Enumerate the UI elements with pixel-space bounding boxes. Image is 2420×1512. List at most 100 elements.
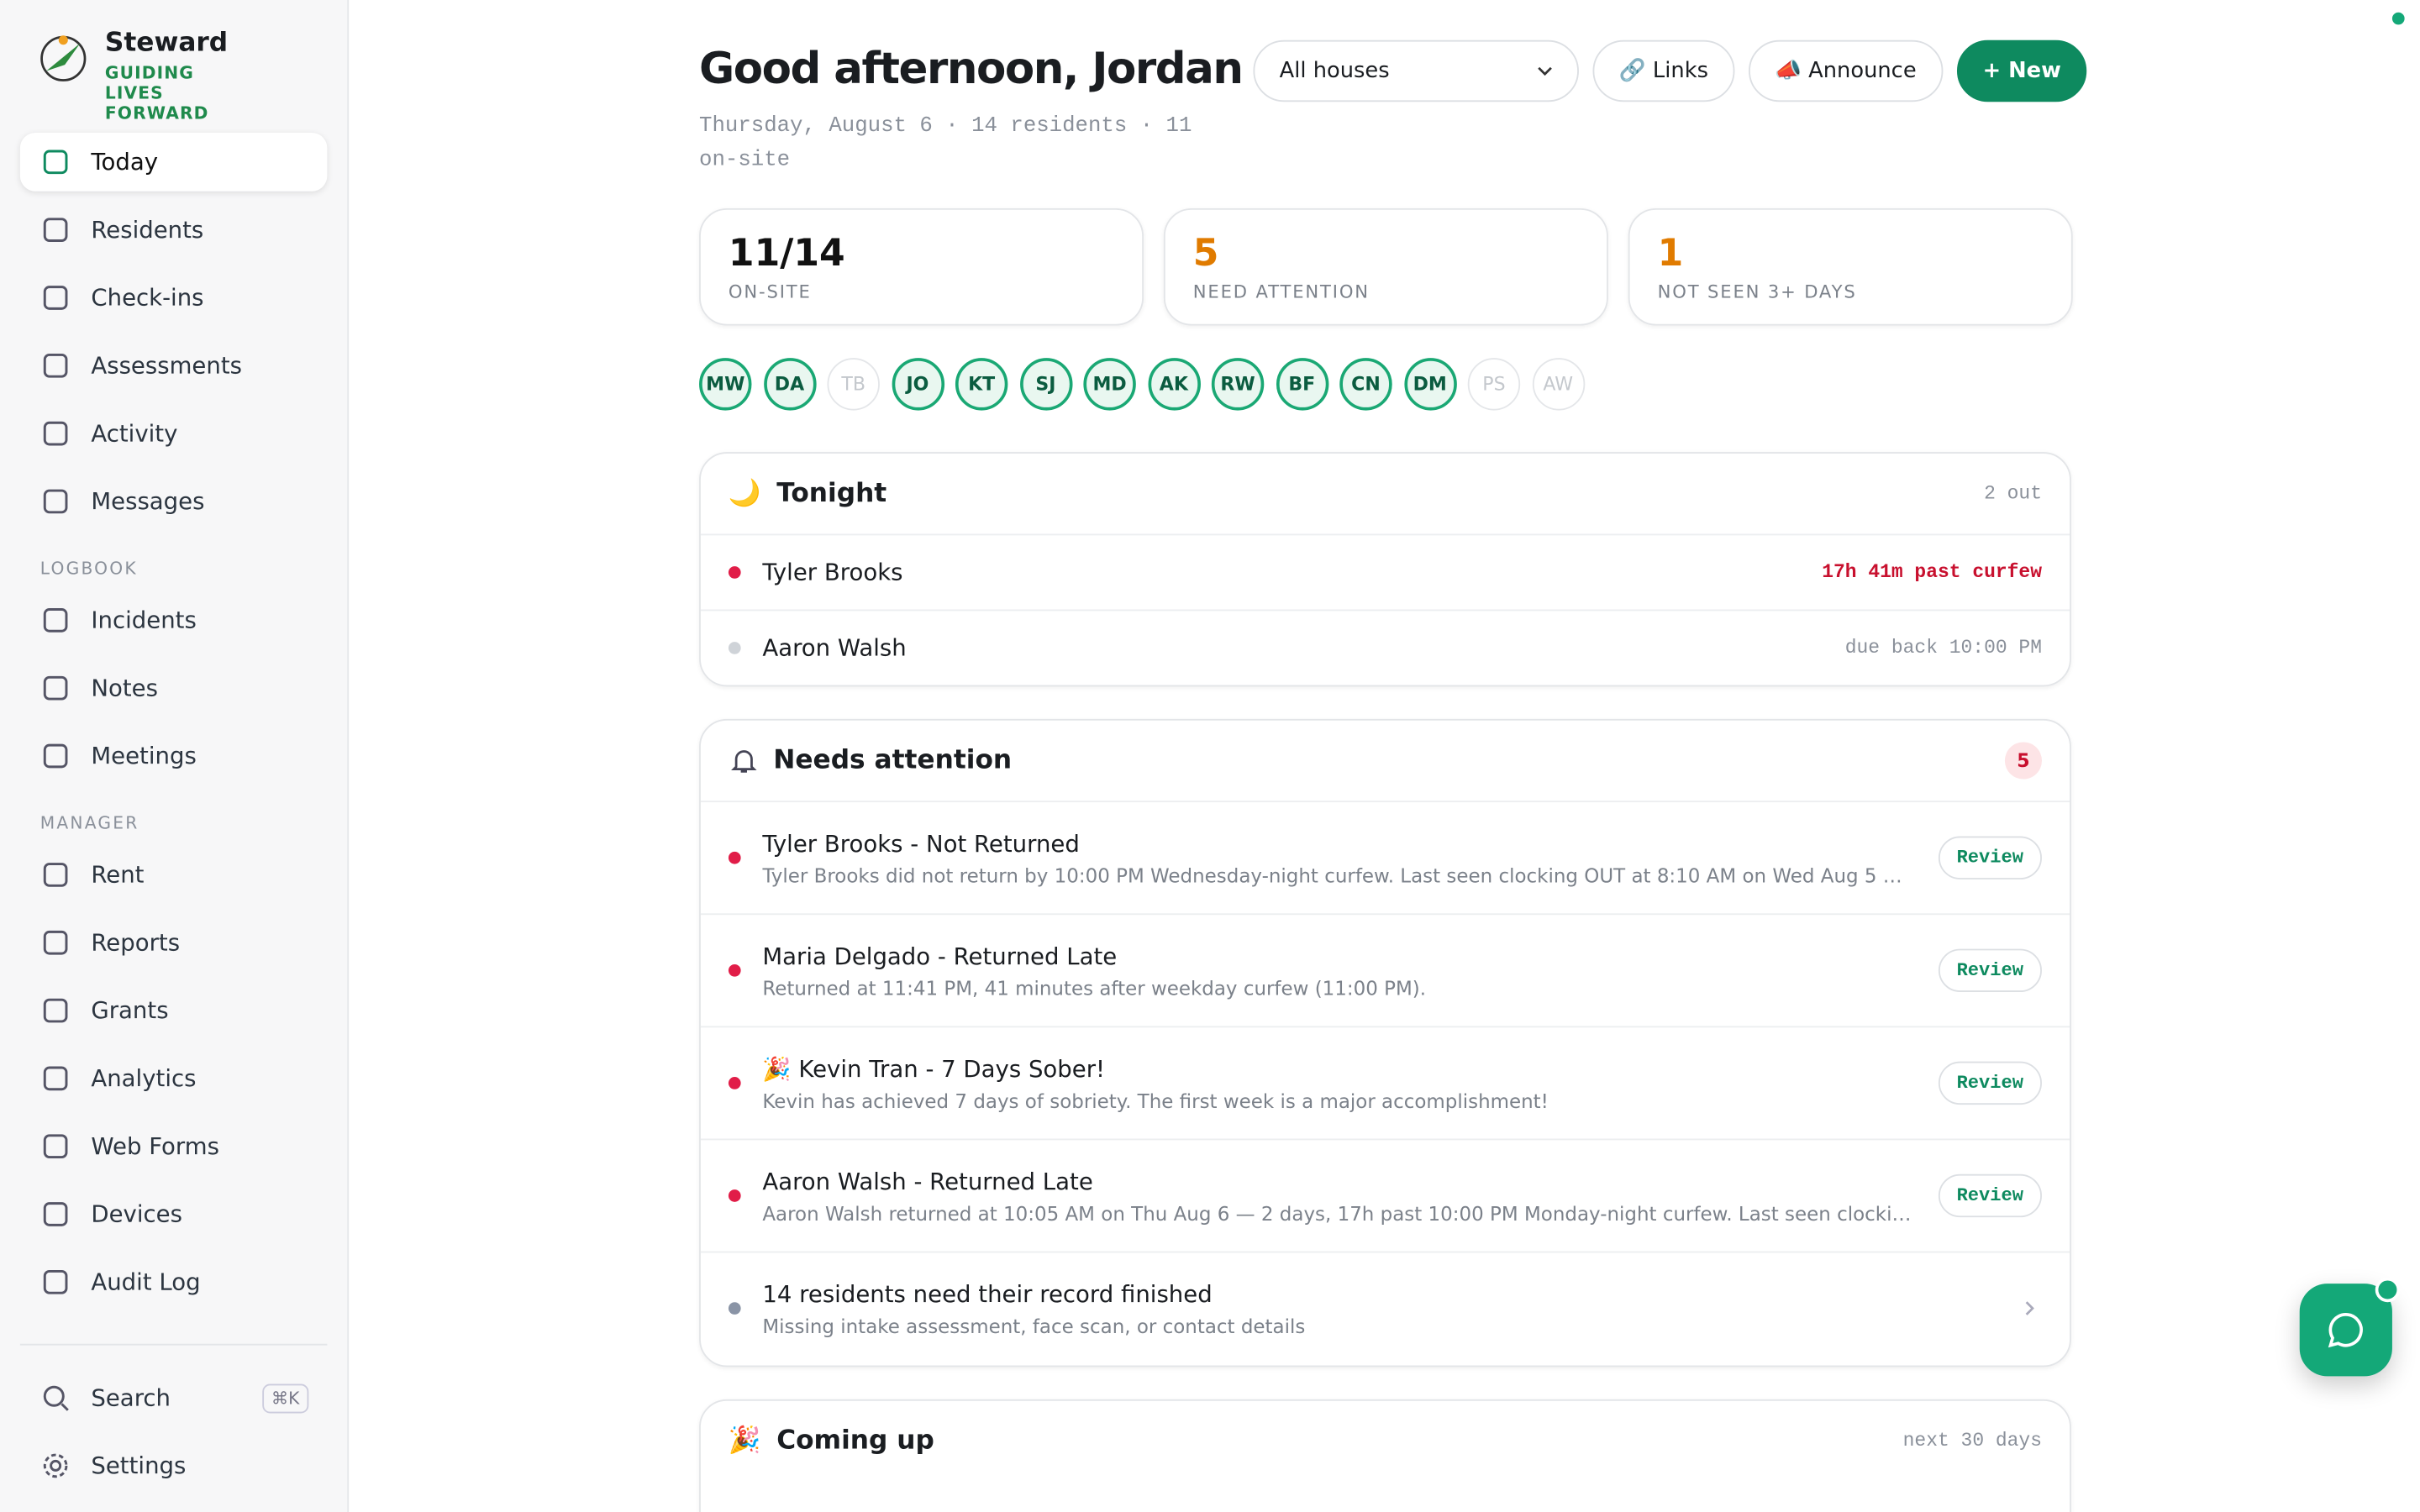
nav-label: Activity <box>91 419 178 448</box>
chat-indicator <box>2375 1277 2401 1303</box>
review-button[interactable]: Review <box>1938 1061 2042 1105</box>
avatar[interactable]: PS <box>1467 358 1521 411</box>
nav-item[interactable]: Check-ins <box>20 269 328 328</box>
nav-label: Messages <box>91 487 205 516</box>
nav-label: Reports <box>91 928 181 957</box>
attention-text: Maria Delgado - Returned Late Returned at… <box>762 942 1916 999</box>
nav-item[interactable]: Residents <box>20 201 328 260</box>
house-select-label: All houses <box>1279 58 1390 84</box>
avatar[interactable]: AW <box>1531 358 1585 411</box>
attention-row[interactable]: 🎉 Kevin Tran - 7 Days Sober! Kevin has ac… <box>700 1026 2070 1138</box>
summary-row[interactable]: 14 residents need their record finished M… <box>700 1251 2070 1364</box>
status-dot <box>2391 12 2405 25</box>
nav-label: Today <box>91 148 159 176</box>
nav-item[interactable]: Incidents <box>20 591 328 649</box>
nav-label: Audit Log <box>91 1268 201 1296</box>
stat-value: 5 <box>1192 231 1219 275</box>
nav-item[interactable]: Activity <box>20 404 328 463</box>
tonight-row[interactable]: Aaron Walsh due back 10:00 PM <box>700 609 2070 685</box>
logo <box>40 35 87 81</box>
nav-label: Grants <box>91 996 169 1025</box>
nav-label: Incidents <box>91 606 197 634</box>
resident-name: Tyler Brooks <box>762 558 903 586</box>
avatar[interactable]: TB <box>827 358 880 411</box>
nav-item[interactable]: Audit Log <box>20 1252 328 1311</box>
brand-name: Steward <box>104 28 229 59</box>
avatar[interactable]: KT <box>955 358 1008 411</box>
chat-button[interactable] <box>2299 1284 2392 1377</box>
review-button[interactable]: Review <box>1938 836 2042 879</box>
status-dot <box>728 1302 741 1315</box>
avatar[interactable]: AK <box>1147 358 1201 411</box>
attention-title: Maria Delgado - Returned Late <box>762 942 1118 970</box>
summary-text: 14 residents need their record finished M… <box>762 1280 2002 1337</box>
nav-label: Check-ins <box>91 283 204 312</box>
attention-title: 🎉 Kevin Tran - 7 Days Sober! <box>762 1054 1106 1083</box>
nav-label: Devices <box>91 1200 182 1229</box>
attention-title: Aaron Walsh - Returned Late <box>762 1167 1093 1195</box>
avatar[interactable]: SJ <box>1019 358 1072 411</box>
nav-label: Meetings <box>91 742 197 770</box>
stat-card: 11/14 ON-SITE <box>699 207 1144 326</box>
stat-label: NEED ATTENTION <box>1192 281 1370 302</box>
brand: Steward GUIDING LIVES FORWARD <box>0 0 347 133</box>
nav-item[interactable]: Grants <box>20 981 328 1040</box>
nav-item[interactable]: Today <box>19 132 328 192</box>
stat-value: 1 <box>1657 231 1684 275</box>
resident-name: Aaron Walsh <box>762 633 907 662</box>
curfew-status: due back 10:00 PM <box>1844 637 2042 659</box>
avatar[interactable]: MD <box>1083 358 1136 411</box>
avatar[interactable]: RW <box>1211 358 1265 411</box>
nav-item[interactable]: Reports <box>20 913 328 972</box>
attention-text: 🎉 Kevin Tran - 7 Days Sober! Kevin has ac… <box>762 1054 1916 1111</box>
search[interactable]: Search ⌘K <box>20 1368 328 1427</box>
nav-item[interactable]: Meetings <box>20 727 328 785</box>
summary-detail: Missing intake assessment, face scan, or… <box>762 1313 1306 1337</box>
nav-item[interactable]: Assessments <box>20 336 328 395</box>
header-button[interactable]: 📣 Announce <box>1748 39 1943 102</box>
stat-card: 1 NOT SEEN 3+ DAYS <box>1628 207 2073 326</box>
tonight-row[interactable]: Tyler Brooks 17h 41m past curfew <box>700 533 2070 610</box>
avatar[interactable]: DM <box>1403 358 1456 411</box>
nav-item[interactable]: Web Forms <box>20 1117 328 1176</box>
status-dot <box>728 642 741 654</box>
nav-item[interactable]: Analytics <box>20 1049 328 1108</box>
attention-row[interactable]: Maria Delgado - Returned Late Returned at… <box>700 913 2070 1026</box>
settings[interactable]: Settings <box>20 1436 328 1495</box>
header-button[interactable]: + New <box>1956 39 2088 102</box>
header-button[interactable]: 🔗 Links <box>1592 39 1735 102</box>
avatar[interactable]: JO <box>891 358 944 411</box>
attention-detail: Returned at 11:41 PM, 41 minutes after w… <box>762 975 1427 1000</box>
avatar[interactable]: CN <box>1339 358 1392 411</box>
nav-label: Assessments <box>91 351 242 380</box>
review-button[interactable]: Review <box>1938 948 2042 993</box>
nav-section-title: LOGBOOK <box>39 558 138 579</box>
attention-row[interactable]: Tyler Brooks - Not Returned Tyler Brooks … <box>700 801 2070 913</box>
coming-title: Coming up <box>776 1425 934 1457</box>
nav-label: Notes <box>91 674 158 702</box>
stat-card: 5 NEED ATTENTION <box>1163 207 1608 326</box>
attention-row[interactable]: Aaron Walsh - Returned Late Aaron Walsh r… <box>700 1138 2070 1252</box>
attention-detail: Aaron Walsh returned at 10:05 AM on Thu … <box>762 1200 1917 1225</box>
nav-label: Analytics <box>91 1064 197 1093</box>
shortcut: ⌘K <box>261 1383 309 1413</box>
avatar[interactable]: DA <box>763 358 816 411</box>
status-dot <box>728 1077 741 1089</box>
house-select[interactable]: All houses <box>1253 39 1579 102</box>
nav-label: Residents <box>91 216 204 244</box>
tonight-icon: 🌙 <box>728 478 761 510</box>
settings-label: Settings <box>91 1452 187 1480</box>
stat-label: NOT SEEN 3+ DAYS <box>1657 281 1857 302</box>
tonight-meta: 2 out <box>1984 482 2042 505</box>
nav-item[interactable]: Messages <box>20 472 328 531</box>
nav-label: Web Forms <box>91 1132 219 1161</box>
avatar[interactable]: MW <box>699 358 752 411</box>
review-button[interactable]: Review <box>1938 1173 2042 1218</box>
tonight-card: 🌙 Tonight 2 out Tyler Brooks 17h 41m past c… <box>699 452 2071 687</box>
attention-detail: Tyler Brooks did not return by 10:00 PM … <box>762 863 1917 887</box>
avatar[interactable]: BF <box>1276 358 1328 411</box>
nav-item[interactable]: Devices <box>20 1185 328 1244</box>
nav-item[interactable]: Notes <box>20 659 328 717</box>
nav-item[interactable]: Rent <box>20 846 328 905</box>
